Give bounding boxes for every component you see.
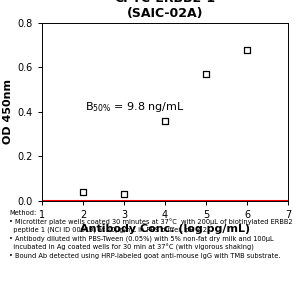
Y-axis label: OD 450nm: OD 450nm (3, 79, 14, 144)
X-axis label: Antibody Conc. (log pg/mL): Antibody Conc. (log pg/mL) (80, 224, 250, 234)
Point (163, 119, 167, 123)
Text: Method:
• Microtiter plate wells coated 30 minutes at 37°C  with 200μL of biotin: Method: • Microtiter plate wells coated … (9, 210, 292, 259)
Point (244, 47, 249, 52)
Title: CPTC-ERBB2-1
(SAIC-02A): CPTC-ERBB2-1 (SAIC-02A) (114, 0, 216, 20)
Text: B$_{50\%}$ = 9.8 ng/mL: B$_{50\%}$ = 9.8 ng/mL (85, 100, 184, 115)
Point (81, 190, 85, 194)
Point (122, 192, 126, 197)
Point (204, 72, 208, 76)
